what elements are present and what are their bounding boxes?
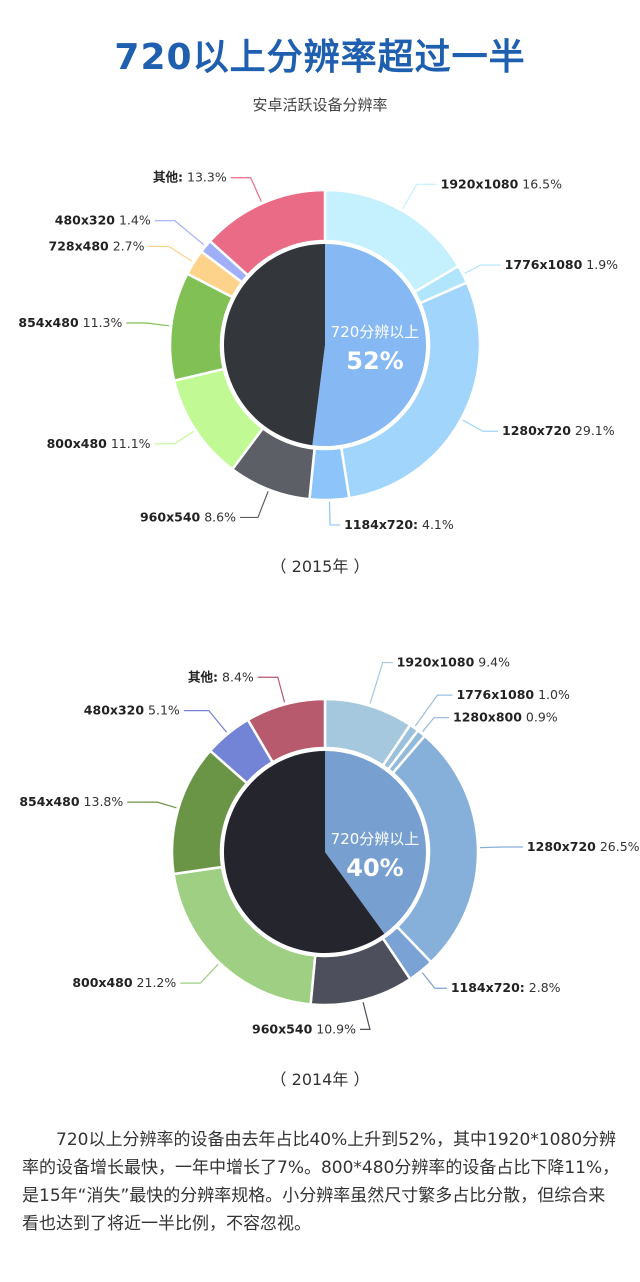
slice-label: 960x540 8.6% [140,509,236,524]
chart-caption-2014: （ 2014年 ） [270,1070,370,1089]
leader-line [127,801,177,809]
donut-chart-2014: 1920x1080 9.4% 1776x1080 1.0% 1280x800 0.9… [19,655,640,1037]
leader-line [402,183,437,209]
slice-label: 854x480 11.3% [18,315,122,330]
leader-line [183,710,228,733]
leader-line [421,972,447,989]
page-title: 720以上分辨率超过一半 [114,37,526,78]
slice-label: 1280x720 26.5% [527,839,640,854]
description-paragraph: 720以上分辨率的设备由去年占比40%上升到52%，其中1920*1080分辨率… [22,1130,620,1234]
inner-slice-720-plus [312,244,426,446]
leader-line [369,661,393,704]
leader-line [230,177,262,202]
slice-label: 1184x720: 2.8% [451,980,561,995]
slice-label: 800x480 21.2% [72,975,176,990]
slice-label: 1184x720: 4.1% [344,517,454,532]
leader-line [414,694,453,727]
leader-line [464,264,501,274]
leader-line [154,430,195,445]
inner-value: 52% [346,347,403,375]
leader-line [328,501,341,526]
slice-label: 1280x720 29.1% [502,423,615,438]
slice-label: 800x480 11.1% [47,436,151,451]
leader-line [359,1002,371,1030]
leader-line [126,322,170,327]
slice-label: 1776x1080 1.0% [456,687,570,702]
leader-line [239,491,269,519]
slice-label: 1920x1080 16.5% [441,176,562,191]
slice-label: 480x320 5.1% [84,703,180,718]
inner-label: 720分辨以上 [331,323,420,341]
inner-value: 40% [346,854,403,882]
slice-label: 854x480 13.8% [19,794,123,809]
slice-label: 1776x1080 1.9% [505,257,619,272]
slice-label: 728x480 2.7% [49,238,145,253]
chart-caption-2015: （ 2015年 ） [270,557,370,576]
slice-label: 960x540 10.9% [252,1021,356,1036]
slice-其他 [246,697,327,764]
slice-1280x720 [339,280,482,500]
slice-label: 1920x1080 9.4% [397,655,511,670]
inner-label: 720分辨以上 [331,830,420,848]
slice-1184x720 [308,446,351,502]
leader-line [148,245,193,262]
leader-line [422,717,450,733]
inner-slice-below-720 [223,244,325,446]
leader-line [180,963,219,984]
slice-其他 [208,188,327,278]
leader-line [154,220,205,246]
slice-label: 其他: 13.3% [153,170,227,185]
leader-line [462,419,499,432]
slice-label: 480x320 1.4% [55,213,151,228]
slice-label: 1280x800 0.9% [453,710,558,725]
inner-slice-below-720 [224,751,385,953]
slice-label: 其他: 8.4% [188,669,254,684]
inner-slice-720-plus [325,751,426,934]
donut-chart-2015: 1920x1080 16.5% 1776x1080 1.9% 1280x720 29… [18,170,619,532]
leader-line [479,846,523,849]
leader-line [257,676,286,703]
page-subtitle: 安卓活跃设备分辨率 [252,96,388,114]
